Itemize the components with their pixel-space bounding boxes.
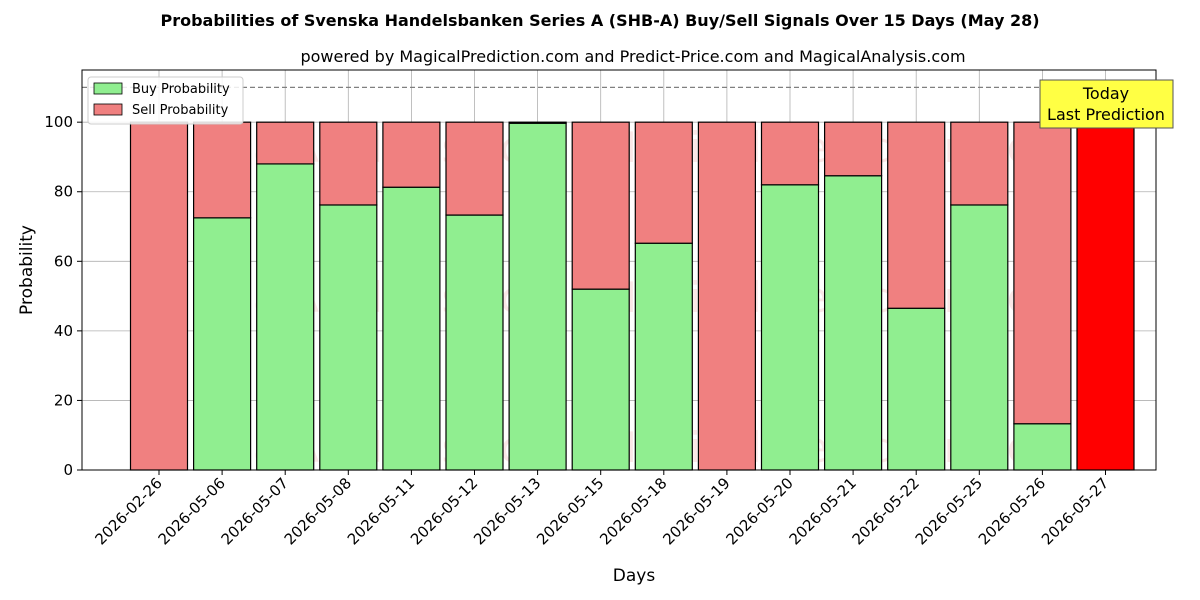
today-annotation-line2: Last Prediction	[1047, 105, 1165, 124]
x-tick-label: 2026-05-22	[849, 474, 923, 548]
x-axis-ticks: 2026-02-262026-05-062026-05-072026-05-08…	[91, 470, 1112, 548]
legend-swatch-buy	[93, 82, 123, 95]
y-axis-ticks: 0 20 40 60 80 100	[44, 113, 82, 479]
bar-sell-2026-05-08	[319, 121, 378, 206]
chart-subtitle: powered by MagicalPrediction.com and Pre…	[300, 47, 965, 66]
x-tick-label: 2026-05-12	[407, 474, 481, 548]
x-tick-label: 2026-05-07	[218, 474, 292, 548]
y-tick-label: 40	[54, 322, 73, 340]
bar-buy-2026-05-25	[950, 204, 1009, 471]
legend: Buy Probability Sell Probability	[87, 76, 244, 125]
x-tick-label: 2026-05-18	[596, 474, 670, 548]
bar-buy-2026-05-07	[256, 163, 315, 471]
today-annotation: Today Last Prediction	[1039, 79, 1174, 129]
bar-buy-2026-05-21	[823, 175, 883, 471]
bar-buy-2026-05-13	[508, 122, 567, 471]
x-tick-label: 2026-05-13	[470, 474, 544, 548]
x-tick-label: 2026-02-26	[91, 474, 165, 548]
bar-buy-2026-05-08	[319, 204, 378, 471]
bar-buy-2026-05-18	[634, 242, 693, 471]
x-tick-label: 2026-05-11	[344, 474, 418, 548]
x-axis-label: Days	[613, 566, 656, 586]
bars	[129, 121, 1135, 471]
bar-buy-2026-05-06	[193, 217, 252, 471]
legend-box	[87, 76, 244, 125]
x-tick-label: 2026-05-27	[1038, 474, 1112, 548]
bar-sell-2026-05-27	[1076, 121, 1135, 471]
bar-sell-2026-05-07	[256, 121, 315, 165]
bar-buy-2026-05-20	[760, 184, 820, 471]
y-tick-label: 80	[54, 183, 73, 201]
bar-buy-2026-05-26	[1013, 423, 1072, 471]
today-annotation-line1: Today	[1082, 84, 1129, 103]
chart-title: Probabilities of Svenska Handelsbanken S…	[160, 11, 1039, 30]
bar-buy-2026-05-15	[571, 288, 630, 471]
bar-sell-2026-05-13	[508, 121, 567, 124]
bar-sell-2026-05-11	[382, 121, 441, 188]
bar-sell-2026-05-06	[193, 121, 252, 219]
y-tick-label: 0	[63, 461, 73, 479]
x-tick-label: 2026-05-19	[659, 474, 733, 548]
bar-buy-2026-05-11	[382, 186, 441, 471]
legend-label-buy: Buy Probability	[132, 82, 230, 97]
y-tick-label: 100	[44, 113, 73, 131]
plot-frame	[81, 69, 1157, 471]
bar-sell-2026-05-18	[634, 121, 693, 244]
bar-sell-2026-05-12	[445, 121, 504, 216]
today-annotation-box	[1039, 79, 1174, 129]
bar-sell-2026-05-19	[697, 121, 757, 471]
bar-sell-2026-05-20	[760, 121, 820, 186]
bar-sell-2026-05-26	[1013, 121, 1072, 425]
bar-sell-2026-05-21	[823, 121, 883, 177]
bar-buy-2026-05-12	[445, 214, 504, 471]
x-tick-label: 2026-05-15	[533, 474, 607, 548]
bar-sell-2026-05-22	[887, 121, 946, 309]
x-tick-label: 2026-05-26	[975, 474, 1049, 548]
x-tick-label: 2026-05-06	[155, 474, 229, 548]
bar-sell-2026-05-15	[571, 121, 630, 290]
y-tick-label: 20	[54, 391, 73, 409]
x-tick-label: 2026-05-20	[722, 474, 796, 548]
bar-sell-2026-02-26	[129, 121, 189, 471]
x-tick-label: 2026-05-25	[912, 474, 986, 548]
x-tick-label: 2026-05-08	[281, 474, 355, 548]
legend-swatch-sell	[93, 103, 123, 116]
y-tick-label: 60	[54, 252, 73, 270]
y-axis-label: Probability	[17, 225, 37, 315]
bar-buy-2026-05-22	[887, 307, 946, 471]
bar-sell-2026-05-25	[950, 121, 1009, 206]
x-tick-label: 2026-05-21	[786, 474, 860, 548]
legend-label-sell: Sell Probability	[132, 103, 229, 118]
